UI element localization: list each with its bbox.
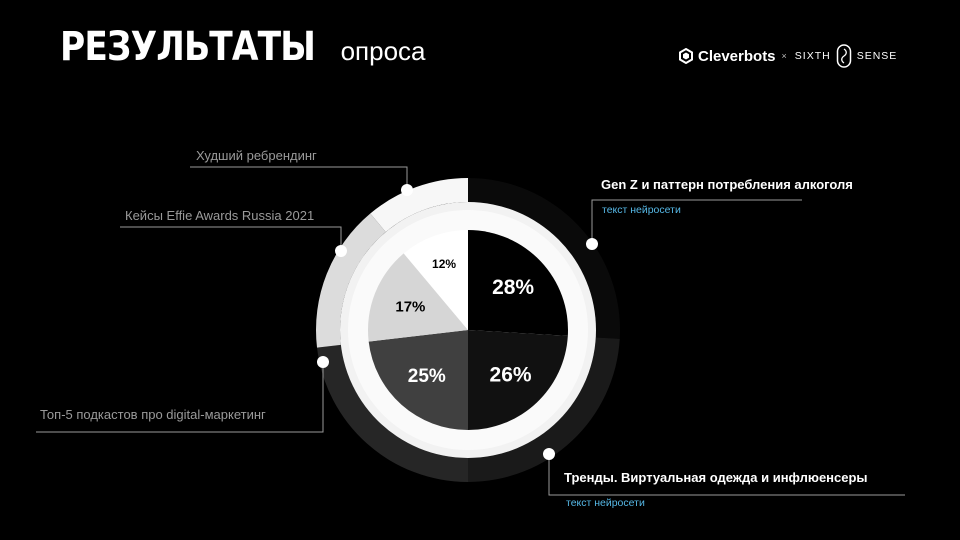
pie-slice-2 xyxy=(468,330,568,430)
dot-bottom-right xyxy=(543,448,555,460)
partner-logos: Cleverbots × SIXTH SENSE xyxy=(678,44,897,68)
cleverbots-name: Cleverbots xyxy=(698,47,776,65)
annotation-left-top: Худший ребрендинг xyxy=(196,148,317,163)
pie-label-3: 25% xyxy=(408,366,446,387)
page-title: РЕЗУЛЬТАТЫ опроса xyxy=(60,24,426,70)
leader-line-left-bottom xyxy=(36,362,324,433)
annotation-bottom-right-title: Тренды. Виртуальная одежда и инфлюенсеры xyxy=(564,470,868,485)
pie-slice-4 xyxy=(368,253,468,342)
dot-left-top xyxy=(401,184,413,196)
leader-line-bottom-right xyxy=(548,454,905,496)
outer-ring-segment-3 xyxy=(317,344,468,482)
annotation-top-right-title: Gen Z и паттерн потребления алкоголя xyxy=(601,177,853,192)
leader-line-left-mid xyxy=(120,226,342,251)
pie-labels: 28% 26% 25% 17% 12% xyxy=(395,257,534,387)
annotation-bottom-right-sub: текст нейросети xyxy=(566,497,645,509)
pie-label-2: 26% xyxy=(490,364,532,387)
pie-slice-1 xyxy=(468,230,568,336)
leader-lines xyxy=(36,166,905,496)
outer-ring xyxy=(316,178,620,483)
outer-ring-segment-5 xyxy=(370,178,468,232)
inner-pie xyxy=(368,230,568,430)
dot-left-bottom xyxy=(317,356,329,368)
cleverbots-hex-icon xyxy=(679,48,693,64)
pie-slice-5 xyxy=(403,230,468,330)
leader-dots xyxy=(317,184,598,460)
pie-label-5: 12% xyxy=(432,257,456,271)
sense-text: SENSE xyxy=(856,50,898,62)
annotation-top-right-sub: текст нейросети xyxy=(602,204,681,216)
title-main: РЕЗУЛЬТАТЫ xyxy=(60,24,316,70)
outer-ring-segment-1 xyxy=(468,178,620,339)
leader-line-left-top xyxy=(190,166,408,190)
pie-label-4: 17% xyxy=(395,299,425,316)
sixth-text: SIXTH xyxy=(794,50,831,62)
pie-slice-3 xyxy=(368,330,468,430)
sixth-sense-logo: SIXTH SENSE xyxy=(795,44,898,68)
pie-label-1: 28% xyxy=(492,276,534,299)
title-sub: опроса xyxy=(340,36,426,66)
outer-ring-segment-4 xyxy=(316,213,386,348)
dot-left-mid xyxy=(335,245,347,257)
annotation-left-mid: Кейсы Effie Awards Russia 2021 xyxy=(125,208,315,223)
leader-line-top-right xyxy=(591,199,802,244)
annotation-left-bottom: Топ-5 подкастов про digital-маркетинг xyxy=(40,407,266,422)
dot-top-right xyxy=(586,238,598,250)
logo-separator: × xyxy=(781,51,787,61)
sixth-sense-emblem-icon xyxy=(836,44,851,68)
cleverbots-logo: Cleverbots xyxy=(678,48,776,65)
